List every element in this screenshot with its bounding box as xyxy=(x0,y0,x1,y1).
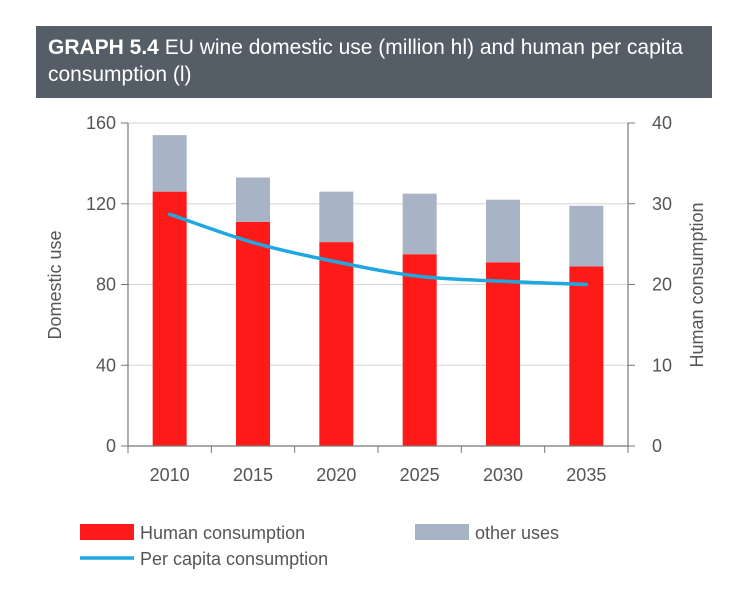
chart-title: GRAPH 5.4 EU wine domestic use (million … xyxy=(48,34,700,88)
bar-human-consumption xyxy=(236,221,270,446)
left-tick-label: 120 xyxy=(86,194,116,214)
graph-title: EU wine domestic use (million hl) and hu… xyxy=(48,36,683,86)
chart-header: GRAPH 5.4 EU wine domestic use (million … xyxy=(36,26,712,98)
right-tick-label: 0 xyxy=(652,436,662,456)
bar-other-uses xyxy=(152,135,187,192)
left-tick-label: 40 xyxy=(96,355,116,375)
bar-human-consumption xyxy=(319,242,354,446)
bar-human-consumption xyxy=(402,254,437,446)
x-tick-label: 2035 xyxy=(566,465,606,485)
x-tick-label: 2025 xyxy=(400,465,440,485)
left-tick-label: 0 xyxy=(106,436,116,456)
right-tick-label: 30 xyxy=(652,194,672,214)
legend-swatch-other xyxy=(415,524,469,540)
legend-label-other: other uses xyxy=(475,523,559,543)
left-tick-label: 160 xyxy=(86,113,116,133)
left-axis-label: Domestic use xyxy=(45,230,65,339)
x-tick-label: 2020 xyxy=(316,465,356,485)
per-capita-line xyxy=(167,212,589,287)
x-tick-label: 2030 xyxy=(483,465,523,485)
bar-other-uses xyxy=(319,191,354,243)
bar-human-consumption xyxy=(569,266,604,446)
legend-swatch-human xyxy=(80,524,134,540)
per-capita-line-path xyxy=(167,212,589,287)
graph-number: GRAPH 5.4 xyxy=(48,36,159,59)
bar-other-uses xyxy=(236,177,270,222)
legend-label-human: Human consumption xyxy=(140,523,305,543)
bar-other-uses xyxy=(402,193,437,255)
right-tick-label: 10 xyxy=(652,355,672,375)
right-tick-label: 40 xyxy=(652,113,672,133)
bars xyxy=(152,135,604,446)
x-tick-label: 2010 xyxy=(150,465,190,485)
bar-human-consumption xyxy=(486,262,520,446)
legend-label-per-capita: Per capita consumption xyxy=(140,549,328,569)
bar-other-uses xyxy=(486,199,520,263)
x-tick-label: 2015 xyxy=(233,465,273,485)
bar-other-uses xyxy=(569,205,604,267)
right-axis-label: Human consumption xyxy=(687,202,707,367)
axes xyxy=(121,122,635,453)
right-tick-label: 20 xyxy=(652,275,672,295)
bar-human-consumption xyxy=(152,191,187,446)
gridlines xyxy=(128,122,628,366)
left-tick-label: 80 xyxy=(96,275,116,295)
